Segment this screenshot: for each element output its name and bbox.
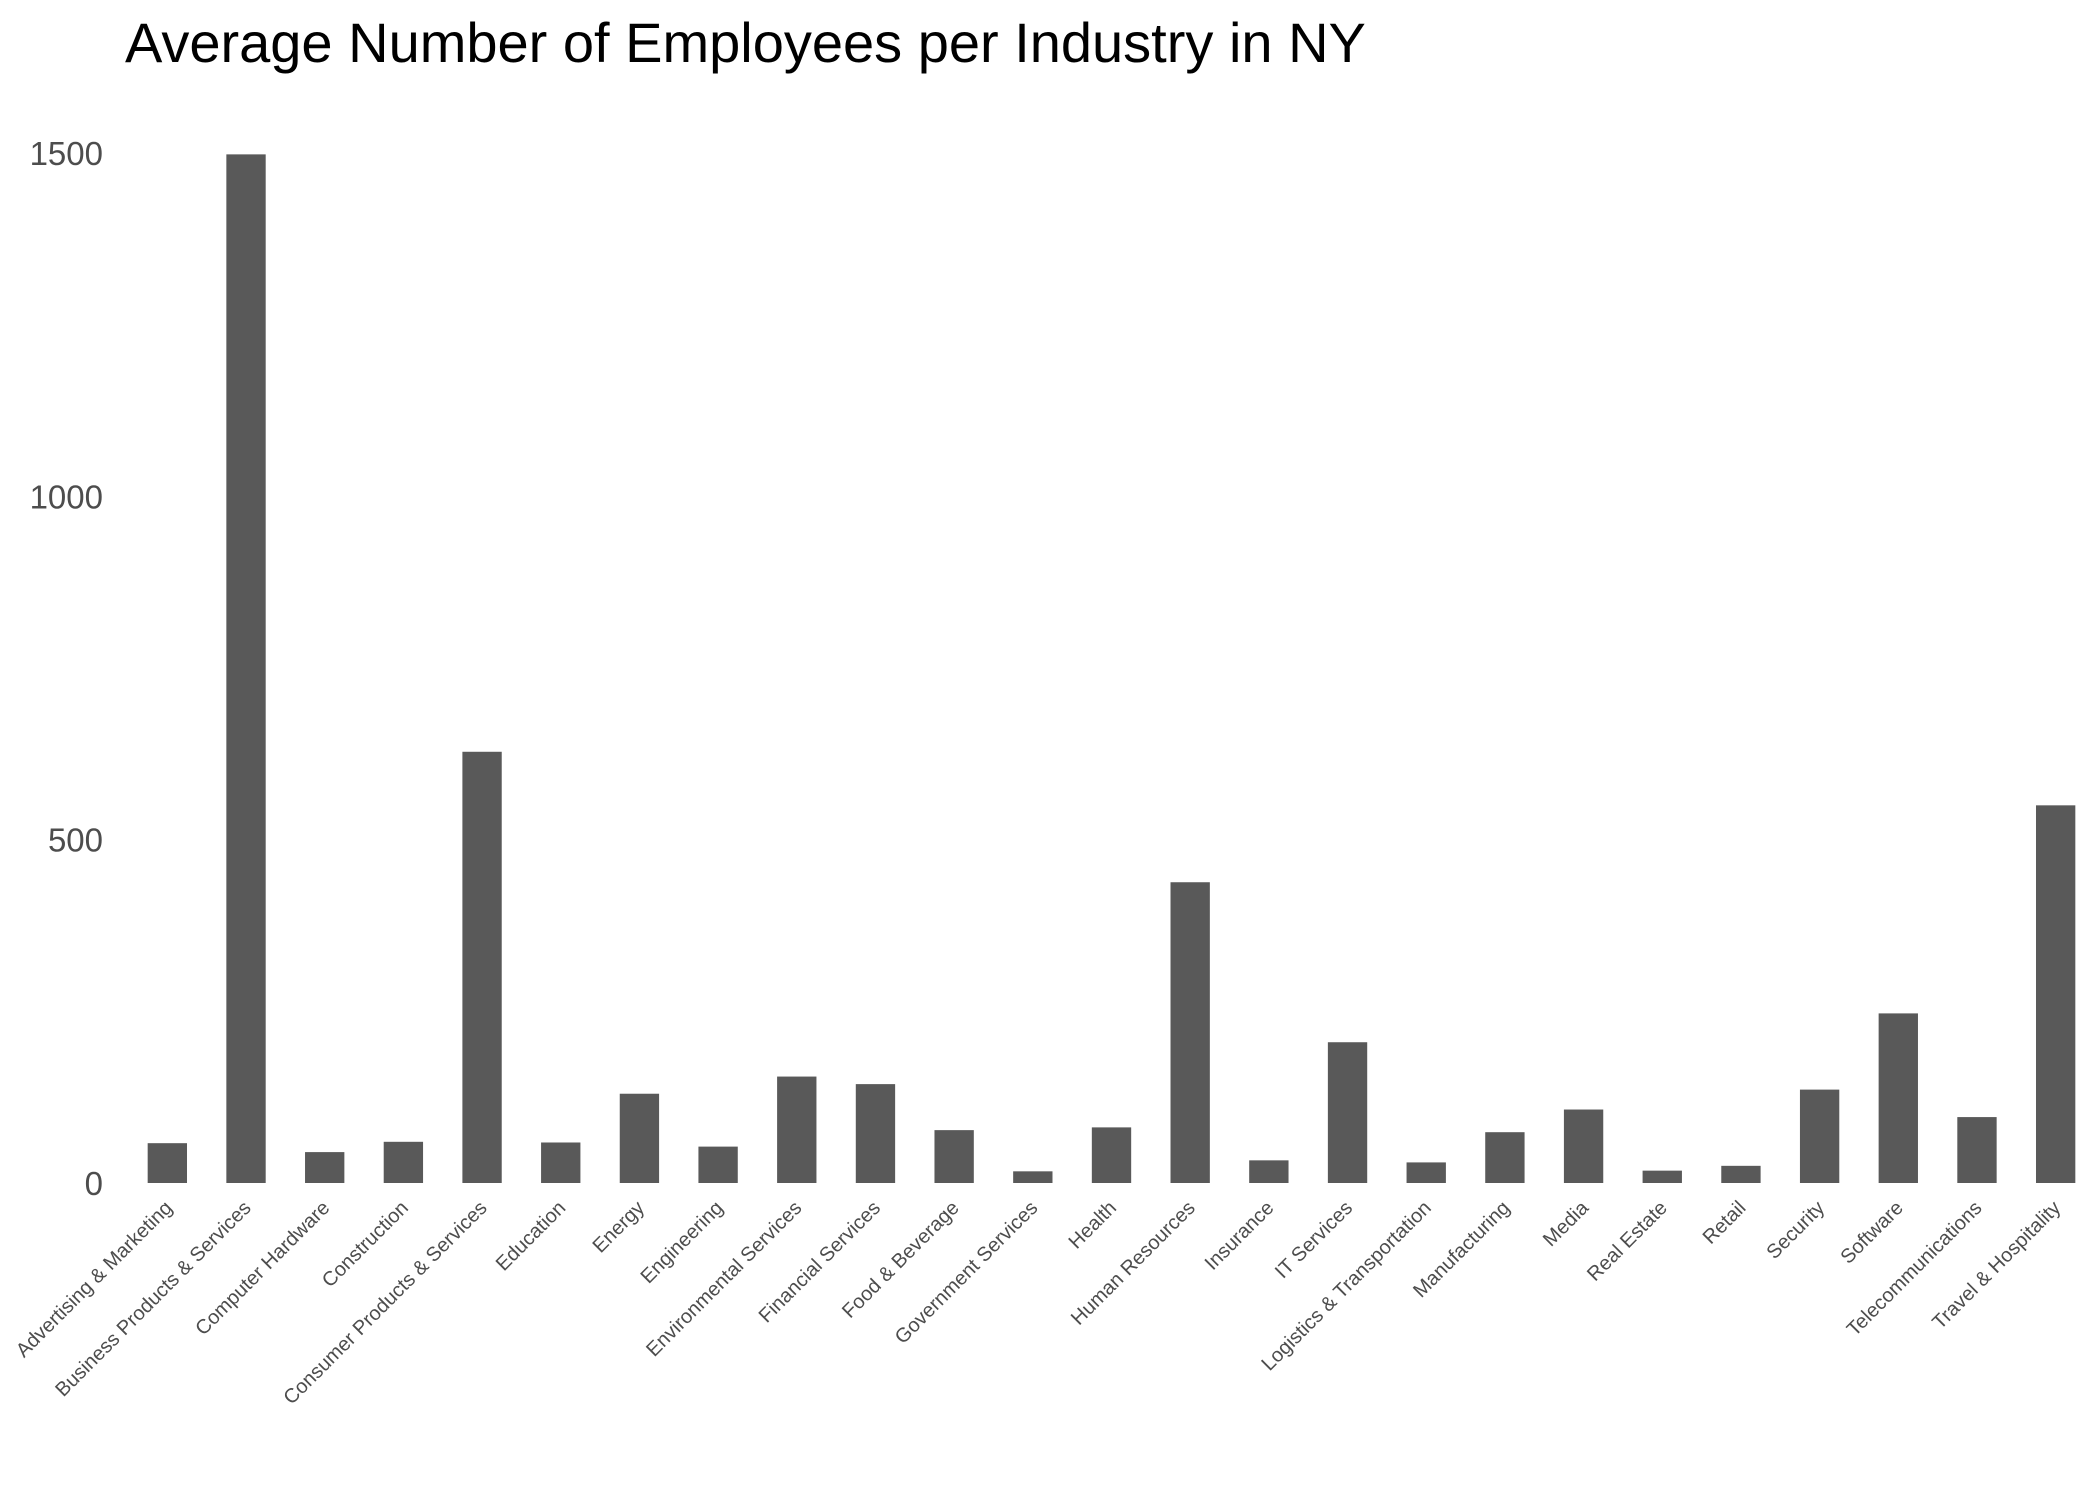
bar [226,154,266,1184]
bar [698,1146,738,1183]
x-tick-label: Computer Hardware [191,1197,334,1340]
x-tick-label: Software [1836,1197,1907,1268]
y-tick-label: 1500 [30,135,103,172]
bar [2035,805,2076,1183]
x-tick-label: Real Estate [1583,1197,1672,1286]
x-tick-label: Advertising & Marketing [12,1197,177,1362]
bar [462,751,502,1183]
bar [541,1142,581,1183]
bar [1406,1162,1446,1183]
x-tick-label: Education [492,1197,570,1275]
x-tick-label: Retail [1699,1197,1751,1249]
bar [1249,1160,1289,1183]
bar [855,1084,896,1183]
chart-title: Average Number of Employees per Industry… [125,11,1366,74]
bar [1642,1170,1682,1183]
x-tick-label: Media [1539,1196,1594,1251]
x-tick-label: Security [1763,1197,1830,1264]
bar [1485,1132,1525,1183]
bar [1878,1013,1918,1183]
bar [383,1141,424,1183]
bar [305,1152,345,1183]
bar [1013,1171,1053,1183]
y-tick-label: 1000 [30,478,103,515]
bar [1957,1117,1997,1183]
bar [1721,1165,1761,1183]
bar [619,1093,660,1183]
x-tick-label: Government Services [891,1197,1043,1349]
x-tick-label: Travel & Hospitality [1928,1197,2065,1334]
bar [1170,882,1210,1183]
bar [934,1130,974,1183]
x-tick-label: Insurance [1201,1197,1279,1275]
bars [147,154,2076,1184]
x-tick-label: IT Services [1271,1197,1357,1283]
bar [1327,1042,1368,1183]
bar [1563,1109,1604,1183]
bar [1799,1089,1840,1183]
x-tick-label: Environmental Services [642,1197,806,1361]
x-tick-label: Health [1065,1197,1121,1253]
bar [1091,1127,1132,1183]
x-tick-label: Telecommunications [1843,1197,1987,1341]
y-tick-label: 500 [48,822,103,859]
bar [777,1076,817,1183]
y-axis-ticks: 0 500 1000 1500 [30,135,103,1202]
bar [147,1143,188,1183]
x-tick-label: Energy [589,1197,649,1257]
y-tick-label: 0 [85,1165,103,1202]
